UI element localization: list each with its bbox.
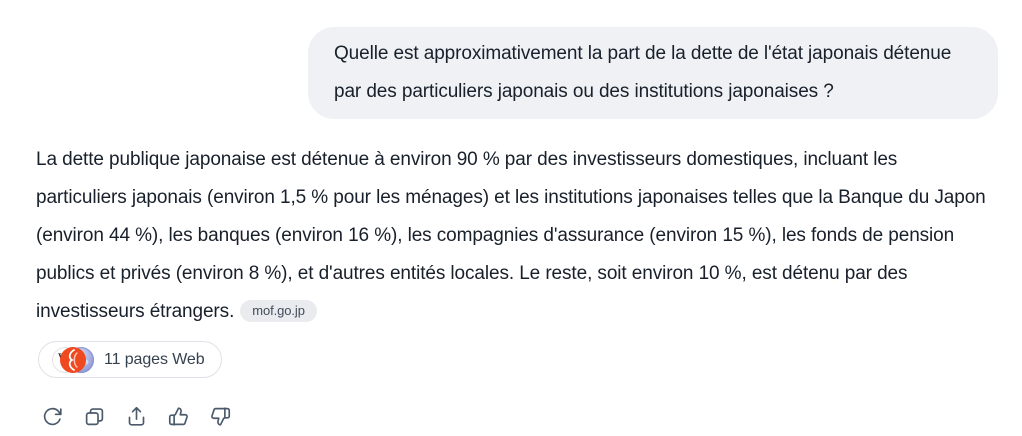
- favicon-stack: W: [52, 346, 94, 373]
- share-button[interactable]: [124, 402, 148, 430]
- user-message-text: Quelle est approximativement la part de …: [334, 43, 952, 102]
- regenerate-icon: [42, 406, 63, 427]
- thumbs-up-icon: [168, 406, 189, 427]
- copy-button[interactable]: [82, 402, 106, 430]
- citation-pill-mof[interactable]: mof.go.jp: [240, 300, 317, 322]
- web-sources-label: 11 pages Web: [104, 350, 205, 368]
- copy-icon: [84, 406, 105, 427]
- share-upload-icon: [126, 406, 147, 427]
- thumbs-down-button[interactable]: [208, 402, 232, 430]
- regenerate-button[interactable]: [40, 402, 64, 430]
- response-action-bar: [40, 402, 232, 430]
- assistant-response-text: La dette publique japonaise est détenue …: [36, 149, 986, 322]
- thumbs-up-button[interactable]: [166, 402, 190, 430]
- orange-favicon-icon: [60, 346, 86, 373]
- web-sources-chip[interactable]: W: [38, 341, 222, 378]
- assistant-response: La dette publique japonaise est détenue …: [36, 141, 991, 331]
- thumbs-down-icon: [210, 406, 231, 427]
- user-message-bubble: Quelle est approximativement la part de …: [308, 27, 998, 119]
